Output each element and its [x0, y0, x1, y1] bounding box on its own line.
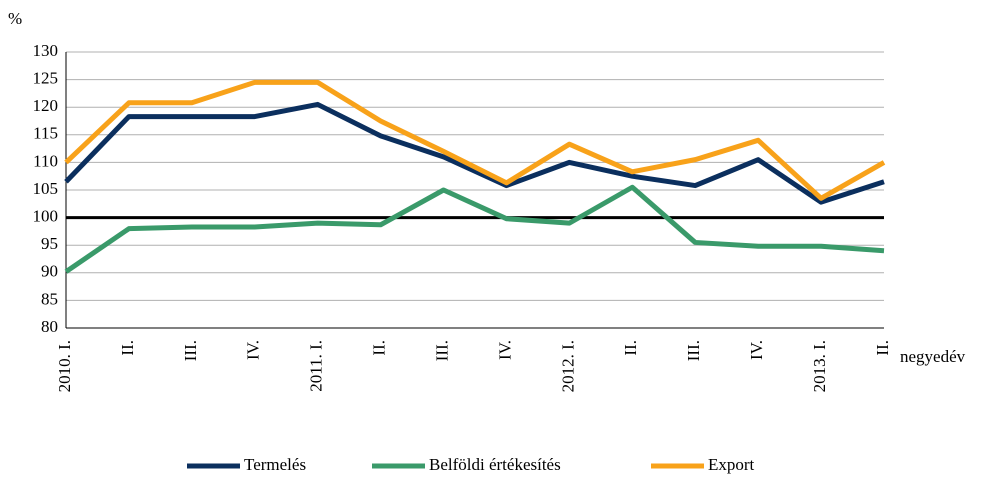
x-tick-label: III.: [684, 340, 703, 361]
x-tick-label: II.: [873, 340, 892, 356]
x-tick-label: IV.: [495, 340, 514, 360]
x-tick-label: IV.: [747, 340, 766, 360]
x-tick-label: IV.: [244, 340, 263, 360]
x-tick-label: 2011. I.: [307, 340, 326, 392]
y-tick-label: 90: [41, 262, 58, 281]
x-tick-label: 2012. I.: [558, 340, 577, 392]
x-axis-label: negyedév: [900, 347, 966, 366]
y-tick-label: 125: [33, 69, 59, 88]
x-tick-label: III.: [181, 340, 200, 361]
line-series: [64, 101, 885, 205]
x-tick-label: II.: [118, 340, 137, 356]
y-tick-label: 80: [41, 317, 58, 336]
y-tick-label: 120: [33, 96, 59, 115]
y-tick-label: 105: [33, 179, 59, 198]
legend-label: Belföldi értékesítés: [429, 455, 561, 474]
y-tick-label: 85: [41, 289, 58, 308]
x-tick-label: II.: [621, 340, 640, 356]
x-tick-label: 2010. I.: [55, 340, 74, 392]
x-tick-label: II.: [370, 340, 389, 356]
y-tick-label: 100: [33, 207, 59, 226]
y-tick-label: 115: [33, 124, 58, 143]
y-axis-label: %: [8, 9, 22, 28]
legend-label: Termelés: [244, 455, 306, 474]
x-tick-label: III.: [432, 340, 451, 361]
x-tick-label: 2013. I.: [810, 340, 829, 392]
y-tick-label: 130: [33, 41, 59, 60]
line-series: [64, 184, 885, 274]
y-tick-label: 95: [41, 234, 58, 253]
line-series: [64, 79, 886, 201]
legend-label: Export: [708, 455, 755, 474]
y-tick-label: 110: [33, 151, 58, 170]
